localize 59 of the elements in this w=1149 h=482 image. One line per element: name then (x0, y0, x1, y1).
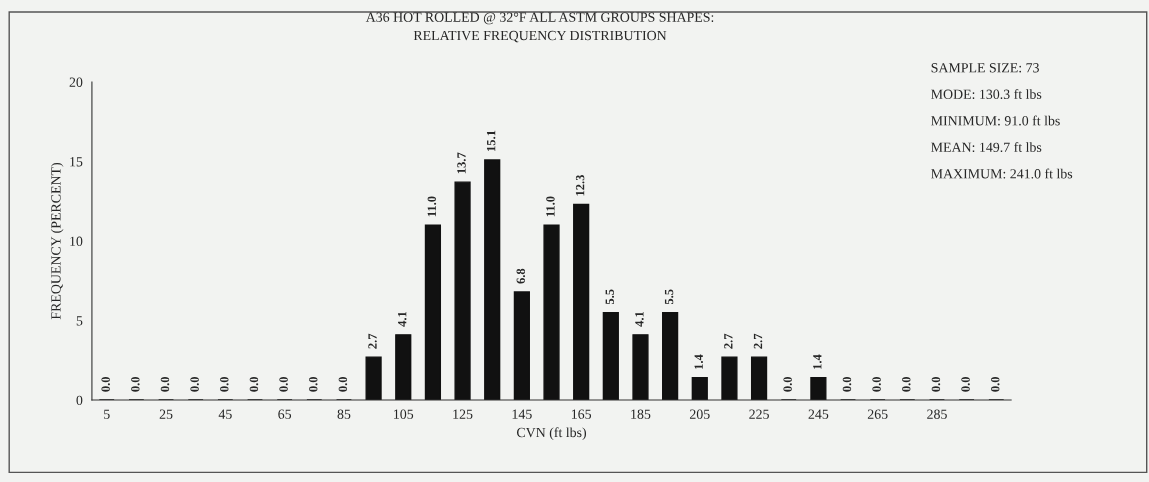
x-tick-label: 125 (453, 409, 473, 419)
data-label: 0.0 (190, 376, 199, 392)
y-tick-label: 15 (70, 157, 83, 167)
annotation: MODE: 130.3 ft lbs (931, 89, 1042, 100)
y-axis-title: FREQUENCY (PERCENT) (50, 162, 64, 320)
data-label: 5.5 (605, 289, 615, 305)
x-tick-label: 25 (159, 409, 173, 419)
data-label: 11.0 (546, 196, 555, 217)
x-tick-label: 245 (808, 409, 829, 419)
data-label: 0.0 (160, 376, 170, 392)
data-label: 0.0 (931, 376, 941, 392)
annotation: MINIMUM: 91.0 ft lbs (931, 115, 1060, 126)
data-label: 0.0 (249, 376, 259, 392)
data-label: 2.7 (753, 333, 763, 349)
data-label: 0.0 (279, 376, 288, 392)
data-label: 0.0 (220, 376, 229, 392)
y-tick-label: 5 (76, 316, 83, 326)
data-label: 5.5 (664, 289, 674, 305)
x-tick-label: 285 (927, 409, 947, 419)
annotation: MAXIMUM: 241.0 ft lbs (931, 168, 1073, 179)
data-label: 0.0 (961, 376, 970, 392)
x-tick-label: 105 (394, 409, 414, 419)
data-label: 2.7 (724, 333, 733, 349)
data-label: 13.7 (457, 152, 466, 174)
x-tick-label: 145 (512, 409, 532, 419)
data-label: 11.0 (427, 196, 437, 217)
x-tick-label: 205 (689, 409, 710, 419)
data-label: 0.0 (872, 376, 881, 392)
x-tick-label: 5 (104, 409, 110, 419)
y-tick-label: 20 (69, 77, 83, 87)
data-label: 0.0 (783, 376, 792, 392)
data-label: 0.0 (101, 376, 110, 392)
x-tick-label: 65 (278, 409, 292, 419)
x-tick-label: 225 (749, 409, 769, 419)
x-tick-label: 185 (631, 409, 651, 419)
chart-title: A36 HOT ROLLED @ 32°F ALL ASTM GROUPS SHAPES: RELATIVE FREQUENCY DISTRIBUTION (365, 12, 714, 43)
data-label: 12.3 (575, 175, 585, 196)
data-label: 0.0 (338, 376, 348, 392)
annotation: MEAN: 149.7 ft lbs (931, 142, 1042, 153)
data-label: 0.0 (842, 376, 852, 392)
data-label: 0.0 (902, 376, 911, 392)
data-label: 0.0 (131, 376, 140, 392)
data-label: 1.4 (694, 354, 703, 369)
y-tick-label: 0 (76, 395, 83, 406)
text: SAMPLE SIZE: 73 (931, 63, 1039, 73)
data-label: 0.0 (990, 376, 1000, 392)
x-axis-title: CVN (ft lbs) (516, 427, 587, 440)
data-label: 6.8 (516, 268, 526, 284)
data-label: 4.1 (398, 311, 407, 327)
data-label: 2.7 (368, 333, 377, 349)
x-tick-label: 85 (337, 409, 351, 419)
x-tick-label: 265 (867, 409, 888, 419)
x-tick-label: 165 (571, 409, 592, 419)
data-label: 15.1 (486, 130, 496, 151)
y-tick-label: 10 (70, 236, 83, 246)
data-label: 0.0 (309, 376, 318, 392)
x-tick-label: 45 (218, 409, 232, 419)
data-label: 1.4 (813, 354, 822, 369)
data-label: 4.1 (635, 311, 644, 327)
